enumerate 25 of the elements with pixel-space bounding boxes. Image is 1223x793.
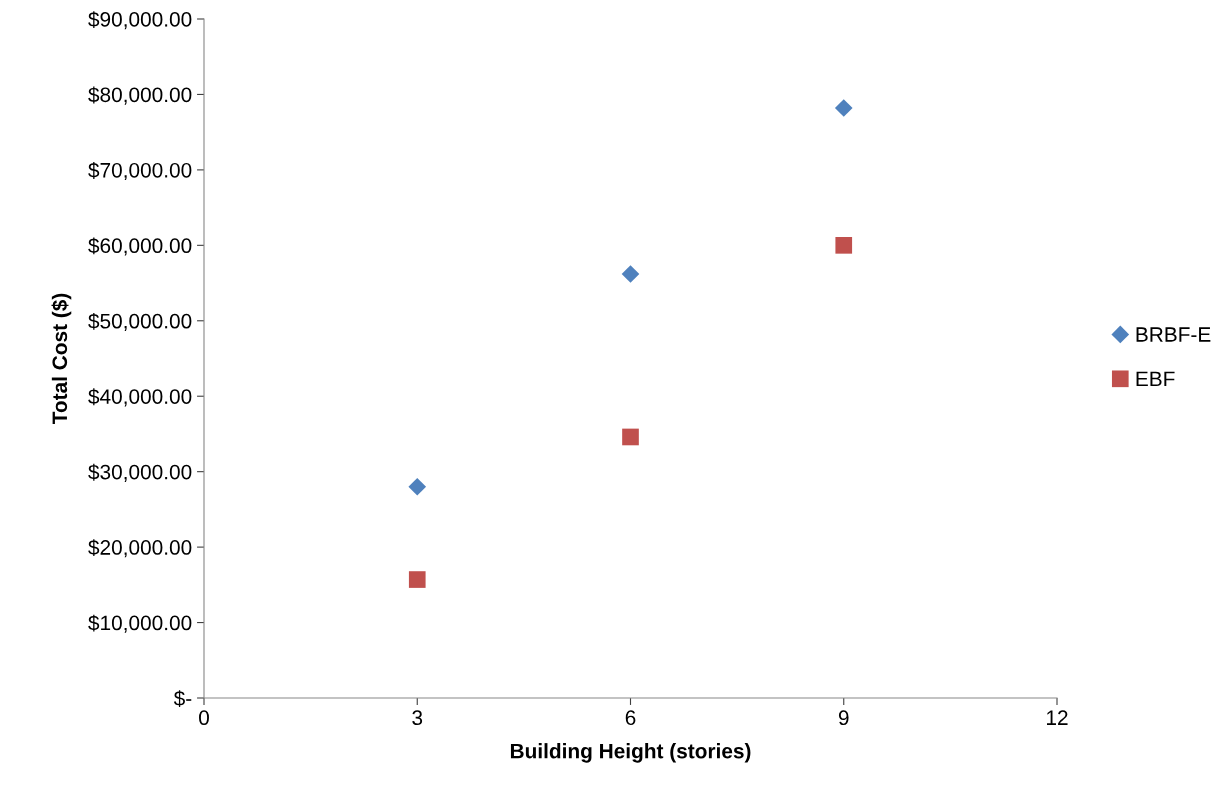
y-tick-label: $20,000.00	[88, 539, 192, 558]
y-tick-label: $60,000.00	[88, 237, 192, 256]
legend-label: EBF	[1136, 371, 1175, 387]
point	[834, 99, 853, 117]
x-tick-label: 6	[625, 710, 636, 726]
x-axis-title: Building Height (stories)	[510, 743, 751, 763]
y-tick-label: $30,000.00	[88, 463, 192, 482]
y-tick-label: $70,000.00	[88, 162, 192, 181]
x-tick-label: 12	[1047, 710, 1068, 725]
y-tick-label: $10,000.00	[88, 614, 192, 633]
x-tick-label: 9	[838, 710, 849, 726]
y-tick-label: $80,000.00	[88, 86, 192, 105]
y-tick-label: $50,000.00	[88, 312, 192, 331]
y-tick-label: $90,000.00	[88, 11, 192, 30]
y-axis-title: Total Cost ($)	[51, 293, 72, 425]
y-tick-label: $-	[173, 690, 192, 707]
point	[622, 428, 639, 446]
x-tick-label: 0	[199, 710, 209, 726]
point	[408, 571, 426, 588]
x-tick-label: 3	[412, 710, 423, 726]
point	[835, 237, 853, 254]
legend-label: BRBF-E	[1136, 327, 1211, 342]
point	[621, 265, 640, 283]
y-tick-label: $40,000.00	[88, 388, 192, 407]
point	[408, 477, 427, 496]
